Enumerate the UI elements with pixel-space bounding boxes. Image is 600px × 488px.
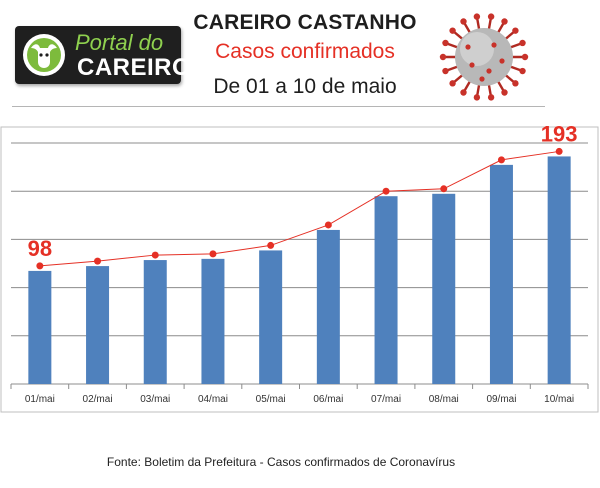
x-tick-label: 02/mai <box>83 394 113 405</box>
marker-05/mai <box>267 241 275 249</box>
x-tick-label: 01/mai <box>25 394 55 405</box>
bar-03/mai <box>143 260 167 384</box>
x-tick-label: 06/mai <box>313 394 343 405</box>
bull-head-icon <box>23 34 65 76</box>
bar-09/mai <box>489 164 513 384</box>
marker-01/mai <box>36 262 44 270</box>
trend-line <box>39 150 560 267</box>
page-title: CAREIRO CASTANHO <box>193 11 417 34</box>
bar-06/mai <box>316 229 340 384</box>
x-tick-label: 07/mai <box>371 394 401 405</box>
logo-text-portal-do: Portal do <box>75 30 164 55</box>
x-tick-label: 04/mai <box>198 394 228 405</box>
bar-02/mai <box>86 266 110 384</box>
coronavirus-icon <box>439 13 529 101</box>
marker-08/mai <box>440 185 448 193</box>
bar-05/mai <box>259 250 283 384</box>
data-label: 98 <box>28 236 52 261</box>
marker-03/mai <box>151 251 159 259</box>
marker-10/mai <box>555 147 563 155</box>
x-tick-label: 03/mai <box>140 394 170 405</box>
x-tick-label: 05/mai <box>256 394 286 405</box>
header-divider <box>12 106 545 107</box>
marker-09/mai <box>497 156 505 164</box>
x-tick-label: 09/mai <box>486 394 516 405</box>
bar-08/mai <box>432 193 456 384</box>
marker-06/mai <box>324 221 332 229</box>
date-range: De 01 a 10 de maio <box>213 75 397 98</box>
logo-text-careiro: CAREIRO <box>77 54 192 81</box>
x-tick-label: 10/mai <box>544 394 574 405</box>
marker-04/mai <box>209 250 217 258</box>
data-label: 193 <box>541 126 578 146</box>
bar-10/mai <box>547 156 571 384</box>
marker-02/mai <box>94 257 102 265</box>
x-tick-label: 08/mai <box>429 394 459 405</box>
page-subtitle: Casos confirmados <box>215 40 395 63</box>
bar-04/mai <box>201 258 225 384</box>
cases-bar-line-chart: 01/mai 02/mai 03/mai 04/mai 05/mai 06/mai 07/m… <box>0 126 599 413</box>
source-note: Fonte: Boletim da Prefeitura - Casos con… <box>106 455 456 469</box>
marker-07/mai <box>382 187 390 195</box>
bar-01/mai <box>28 270 52 384</box>
portal-do-careiro-logo: Portal do CAREIRO <box>15 26 191 84</box>
bar-07/mai <box>374 196 398 384</box>
